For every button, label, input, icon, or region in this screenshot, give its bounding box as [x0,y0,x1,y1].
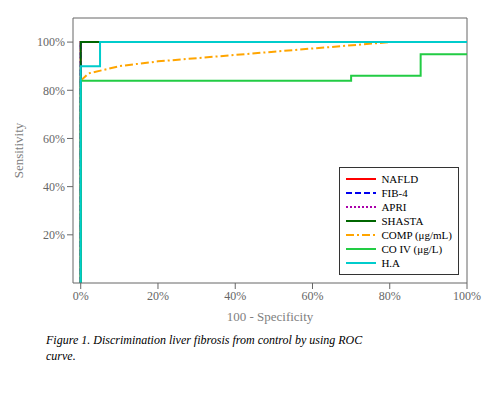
svg-text:100%: 100% [453,289,481,303]
svg-text:Sensitivity: Sensitivity [11,122,26,178]
html-text:curve.: curve. [46,349,76,363]
svg-text:60%: 60% [43,132,65,146]
html-text:NAFLD: NAFLD [381,173,419,185]
html-text:Figure 1. Discrimination liver: Figure 1. Discrimination liver fibrosis … [46,333,363,347]
svg-text:40%: 40% [43,180,65,194]
html-text:COMP (μg/mL): COMP (μg/mL) [381,229,452,241]
html-text:APRI: APRI [381,201,407,213]
html-text:SHASTA: SHASTA [381,215,424,227]
html-text:CO IV (μg/L): CO IV (μg/L) [381,243,443,255]
svg-text:100%: 100% [37,35,65,49]
svg-text:40%: 40% [224,289,246,303]
svg-text:80%: 80% [43,84,65,98]
html-text:FIB-4: FIB-4 [381,187,408,199]
svg-text:0%: 0% [73,289,89,303]
svg-text:80%: 80% [379,289,401,303]
svg-text:20%: 20% [43,228,65,242]
svg-text:60%: 60% [301,289,323,303]
svg-text:100 - Specificity: 100 - Specificity [227,309,314,324]
svg-text:20%: 20% [147,289,169,303]
html-text:H.A: H.A [381,257,401,269]
